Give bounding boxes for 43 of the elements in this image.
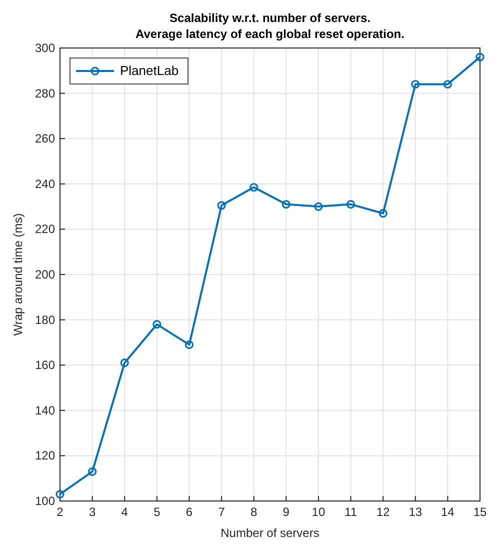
x-tick-label: 5: [154, 505, 161, 519]
y-tick-label: 200: [34, 268, 56, 282]
x-tick-label: 7: [218, 505, 226, 519]
point: [184, 340, 194, 350]
x-tick-label: 10: [312, 505, 326, 519]
point: [250, 183, 258, 192]
point: [152, 320, 162, 329]
x-tick-label: 3: [88, 505, 96, 519]
point: [56, 490, 64, 499]
x-tick-label: 4: [121, 505, 128, 519]
x-tick-label: 12: [376, 505, 390, 519]
x-axis-title: Number of servers: [220, 526, 320, 540]
point: [443, 80, 452, 89]
chart-title: Scalability w.r.t. number of servers. Average latency of each global reset operation.: [136, 11, 404, 41]
point: [476, 52, 484, 62]
x-tick-label: 14: [441, 505, 455, 519]
point: [314, 202, 323, 211]
x-tick-label: 8: [250, 505, 258, 519]
legend-label: PlanetLab: [120, 63, 179, 78]
point: [411, 80, 420, 89]
y-tick-label: 100: [34, 494, 56, 508]
point: [346, 200, 356, 209]
point: [88, 467, 97, 476]
y-tick-label: 140: [34, 403, 56, 418]
y-tick-label: 160: [34, 358, 56, 372]
y-tick-label: 120: [34, 448, 56, 463]
x-tick-label: 2: [56, 505, 64, 519]
x-tick-label: 9: [282, 505, 290, 519]
y-tick-label: 260: [34, 132, 56, 146]
y-tick-label: 240: [34, 176, 56, 191]
point: [282, 200, 290, 209]
y-tick-label: 300: [34, 41, 56, 55]
y-tick-label: 180: [34, 312, 56, 327]
y-tick-label: 280: [34, 86, 56, 100]
x-tick-label: 15: [473, 505, 487, 519]
point: [217, 201, 226, 210]
x-tick-label: 11: [344, 505, 358, 519]
y-axis-title: Wrap around time (ms): [11, 213, 25, 336]
x-tick-label: 13: [408, 505, 422, 519]
y-tick-label: 220: [34, 222, 56, 236]
point: [378, 209, 388, 218]
point: [120, 358, 129, 368]
x-tick-label: 6: [186, 505, 193, 519]
